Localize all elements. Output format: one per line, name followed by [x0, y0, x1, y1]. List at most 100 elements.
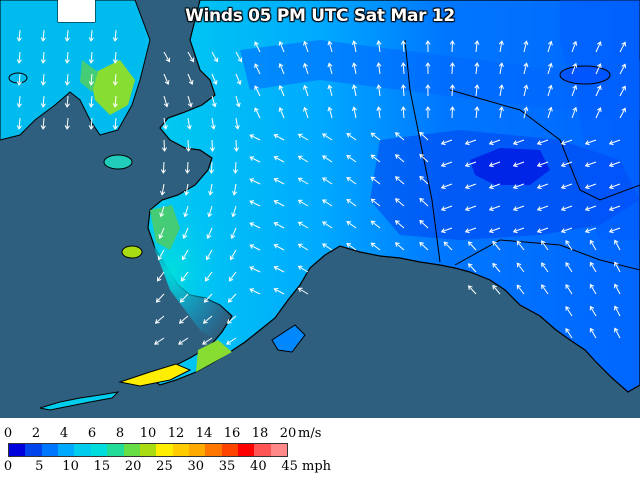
wind-arrow — [278, 84, 285, 97]
wind-arrow — [226, 337, 237, 345]
wind-arrow — [249, 244, 261, 251]
wind-arrow — [303, 40, 309, 53]
kodiak-island — [271, 324, 306, 353]
wind-arrow — [297, 133, 309, 141]
wind-arrow — [419, 131, 429, 141]
wind-arrow — [595, 85, 602, 97]
wind-arrow — [571, 62, 578, 75]
st-lawrence-island — [103, 154, 133, 170]
wind-arrow — [230, 227, 237, 239]
wind-arrow — [297, 265, 309, 273]
wind-arrow — [112, 95, 118, 108]
wind-arrow — [211, 95, 217, 108]
wind-arrow — [589, 327, 597, 339]
wind-arrow — [249, 200, 261, 207]
wind-arrow — [425, 106, 431, 119]
wind-arrow — [474, 106, 480, 119]
wind-arrow — [303, 62, 309, 75]
wind-arrow — [249, 178, 261, 185]
wind-arrow — [273, 243, 285, 251]
wind-arrow — [449, 84, 455, 97]
wind-arrow — [614, 239, 621, 251]
wind-arrow — [88, 95, 94, 108]
wind-arrow — [614, 283, 621, 295]
yukon-region — [560, 0, 640, 240]
wind-arrow — [346, 155, 357, 163]
wind-arrow — [346, 221, 357, 229]
wind-arrow — [249, 266, 261, 273]
wind-arrow — [273, 287, 285, 295]
wind-arrow — [512, 183, 525, 190]
wind-arrow — [232, 183, 238, 196]
wind-arrow — [273, 265, 285, 273]
wind-arrow — [516, 240, 525, 251]
wind-arrow — [614, 261, 621, 273]
wind-arrow — [210, 117, 216, 130]
colorbar-swatch — [172, 444, 189, 456]
wind-arrow — [322, 243, 333, 251]
colorbar-swatch — [123, 444, 140, 456]
wind-arrow — [207, 205, 213, 218]
wind-arrow — [346, 199, 357, 207]
wind-arrow — [273, 199, 285, 207]
wind-arrow — [394, 132, 405, 141]
wind-arrow — [467, 285, 477, 295]
wind-arrow — [464, 205, 477, 212]
wind-arrow — [184, 161, 191, 174]
wind-arrow — [400, 62, 406, 75]
wind-arrow — [205, 249, 213, 261]
wind-arrow — [203, 293, 213, 303]
wind-arrow — [571, 84, 578, 97]
wind-arrow — [16, 29, 22, 42]
wind-arrow — [400, 40, 406, 53]
wind-arrow — [449, 62, 455, 75]
wind-arrow — [231, 205, 237, 218]
mph-tick-label: 35 — [218, 459, 236, 474]
wind-arrow — [464, 139, 477, 146]
ms-tick-label: 20 — [279, 426, 297, 441]
wind-arrow — [523, 62, 529, 75]
wind-arrow — [346, 177, 357, 185]
wind-arrow — [440, 183, 453, 190]
wind-arrow — [547, 84, 553, 97]
wind-arrow — [322, 199, 333, 207]
wind-arrow — [419, 175, 429, 185]
wind-arrow — [233, 139, 239, 152]
wind-arrow — [419, 153, 429, 163]
chukotka-green-zone — [90, 60, 135, 115]
wind-arrow — [376, 40, 382, 53]
wind-arrow — [474, 40, 480, 53]
ms-tick-label: 10 — [139, 426, 157, 441]
wind-arrow — [351, 84, 357, 97]
wind-arrow — [40, 117, 46, 130]
wind-map: Winds 05 PM UTC Sat Mar 12 — [0, 0, 640, 418]
wind-arrow — [40, 29, 46, 42]
wind-arrow — [211, 73, 218, 86]
wind-arrow — [16, 95, 22, 108]
wind-arrow — [571, 106, 578, 119]
colorbar-swatch — [9, 444, 26, 456]
mph-tick-label: 30 — [187, 459, 205, 474]
wind-arrow — [351, 62, 357, 75]
wind-arrow — [419, 241, 429, 251]
wind-arrow — [464, 183, 477, 190]
wind-arrow — [440, 161, 453, 168]
wind-arrow — [228, 271, 237, 282]
wind-arrow — [209, 139, 215, 152]
wind-arrow — [297, 199, 309, 207]
wind-arrow — [400, 84, 406, 97]
wind-arrow — [211, 51, 219, 63]
wind-arrow — [425, 84, 431, 97]
wind-arrow — [187, 95, 193, 108]
wind-arrow — [112, 51, 118, 64]
ms-unit-label: m/s — [298, 426, 322, 441]
wind-arrow — [464, 227, 477, 234]
wind-arrow — [178, 337, 189, 345]
wind-arrow — [560, 139, 573, 146]
wind-arrow — [254, 63, 261, 75]
wind-arrow — [327, 40, 333, 53]
wind-arrow — [40, 95, 46, 108]
wind-arrow — [297, 287, 309, 295]
wind-arrow — [162, 117, 168, 130]
wind-arrow — [474, 62, 480, 75]
